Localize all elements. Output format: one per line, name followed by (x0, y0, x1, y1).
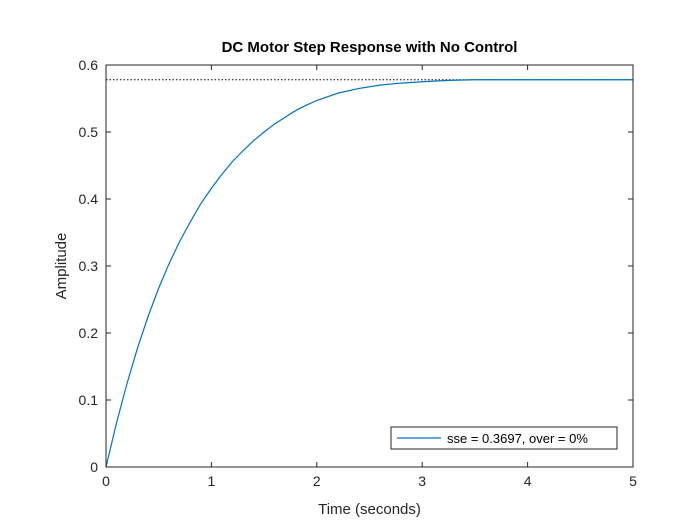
x-tick-label: 5 (629, 473, 637, 489)
series-line-step-response (105, 79, 633, 468)
x-tick-label: 4 (524, 473, 532, 489)
y-tick-label: 0.3 (79, 258, 99, 274)
legend: sse = 0.3697, over = 0% (390, 426, 618, 450)
y-tick-label: 0 (90, 459, 98, 475)
chart-title: DC Motor Step Response with No Control (222, 39, 518, 56)
x-tick-label: 0 (102, 473, 110, 489)
x-tick-label: 2 (313, 473, 321, 489)
legend-entry-label: sse = 0.3697, over = 0% (447, 431, 588, 446)
legend-box (390, 426, 618, 450)
y-axis-label: Amplitude (53, 233, 70, 300)
axes-box (105, 64, 634, 468)
y-tick-label: 0.5 (79, 124, 99, 140)
x-tick-label: 3 (418, 473, 426, 489)
y-tick-label: 0.6 (79, 57, 99, 73)
y-tick-label: 0.4 (79, 191, 99, 207)
x-tick-label: 1 (208, 473, 216, 489)
axes-background (106, 65, 633, 467)
y-tick-label: 0.2 (79, 325, 99, 341)
y-tick-labels: 0 0.1 0.2 0.3 0.4 0.5 0.6 (79, 57, 99, 475)
y-tick-label: 0.1 (79, 392, 99, 408)
x-axis-label: Time (seconds) (318, 501, 421, 518)
x-tick-labels: 0 1 2 3 4 5 (102, 473, 637, 489)
